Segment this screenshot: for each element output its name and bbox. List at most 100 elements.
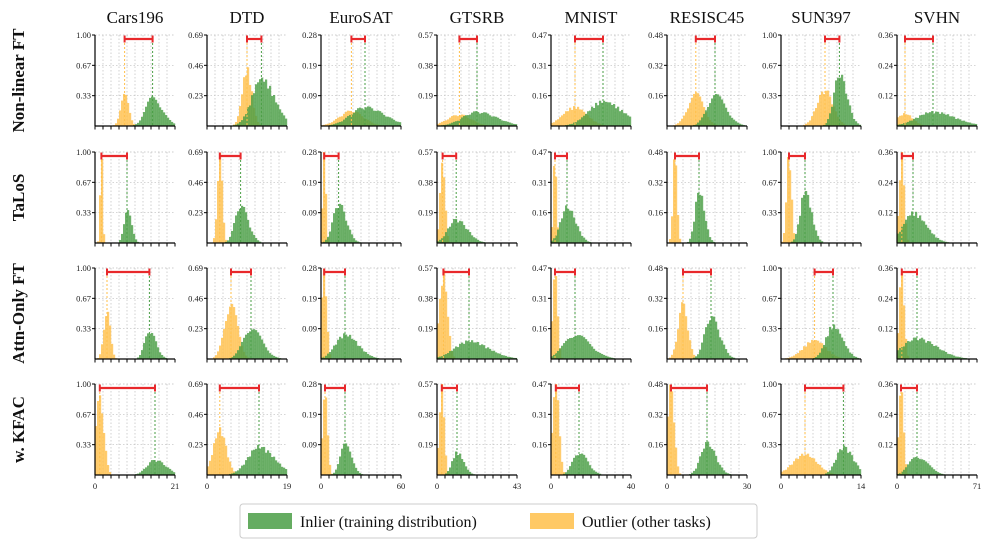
inlier-bar (511, 123, 514, 126)
inlier-bar (351, 457, 354, 475)
inlier-bar (479, 241, 482, 243)
outlier-bar (225, 321, 228, 359)
outlier-bar (805, 454, 808, 475)
inlier-bar (275, 460, 278, 475)
y-tick-label: 0.67 (76, 293, 91, 303)
inlier-bar (351, 114, 354, 126)
inlier-bar (629, 116, 632, 126)
inlier-bar (795, 234, 798, 243)
inlier-bar (161, 462, 164, 475)
outlier-bar (907, 114, 910, 126)
outlier-bar (243, 77, 246, 126)
inlier-bar (703, 210, 706, 243)
inlier-bar (621, 109, 624, 126)
inlier-bar (923, 339, 926, 359)
inlier-bar (915, 117, 918, 126)
y-tick-label: 0.57 (418, 379, 433, 389)
outlier-bar (567, 111, 570, 126)
y-tick-label: 1.00 (76, 147, 91, 157)
outlier-bar (811, 339, 814, 359)
outlier-bar (105, 316, 108, 359)
inlier-bar (343, 443, 346, 475)
inlier-bar (913, 118, 916, 126)
inlier-bar (149, 333, 152, 359)
inlier-bar (925, 342, 928, 359)
inlier-bar (509, 122, 512, 126)
outlier-bar (551, 122, 554, 126)
inlier-bar (589, 110, 592, 126)
column-title-gtsrb: GTSRB (450, 8, 505, 27)
outlier-bar (781, 241, 784, 243)
inlier-bar (355, 240, 358, 243)
column-title-eurosat: EuroSAT (329, 8, 393, 27)
inlier-bar (957, 356, 960, 359)
legend-swatch-inlier (248, 513, 292, 529)
inlier-bar (481, 112, 484, 126)
y-tick-label: 0.33 (76, 324, 91, 334)
inlier-bar (859, 469, 862, 475)
outlier-bar (101, 413, 104, 475)
outlier-bar (113, 354, 116, 359)
inlier-bar (147, 333, 150, 359)
inlier-bar (931, 344, 934, 359)
outlier-bar (557, 119, 560, 126)
inlier-bar (273, 355, 276, 359)
outlier-bar (215, 219, 218, 243)
inlier-bar (721, 467, 724, 475)
inlier-bar (847, 99, 850, 126)
inlier-bar (559, 222, 562, 243)
outlier-bar (325, 124, 328, 126)
outlier-bar (555, 276, 558, 359)
inlier-bar (919, 215, 922, 243)
outlier-bar (687, 330, 690, 359)
inlier-bar (231, 230, 234, 243)
inlier-bar (927, 341, 930, 359)
inlier-bar (825, 337, 828, 359)
outlier-bar (227, 314, 230, 359)
inlier-bar (607, 102, 610, 126)
inlier-bar (121, 233, 124, 243)
inlier-bar (927, 463, 930, 475)
inlier-bar (477, 341, 480, 359)
inlier-bar (917, 457, 920, 475)
panel-2-1: 0.69 0.46 0.23 (188, 263, 288, 363)
inlier-bar (505, 121, 508, 126)
inlier-bar (727, 352, 730, 359)
inlier-bar (707, 323, 710, 359)
inlier-bar (479, 113, 482, 126)
inlier-bar (243, 337, 246, 359)
inlier-bar (327, 236, 330, 243)
inlier-bar (569, 338, 572, 359)
inlier-bar (915, 457, 918, 475)
inlier-bar (165, 115, 168, 126)
panel-3-4: 0.47 0.31 0.16 0 40 (532, 379, 635, 491)
inlier-bar (443, 236, 446, 243)
panel-2-0: 1.00 0.67 0.33 (76, 263, 176, 363)
inlier-bar (823, 344, 826, 359)
outlier-bar (233, 307, 236, 359)
outlier-bar (903, 113, 906, 126)
inlier-bar (903, 346, 906, 359)
inlier-bar (243, 464, 246, 475)
outlier-bar (675, 124, 678, 126)
inlier-bar (701, 342, 704, 359)
outlier-bar (693, 354, 696, 359)
y-tick-label: 0.28 (302, 147, 317, 157)
outlier-bar (235, 121, 238, 126)
inlier-bar (919, 338, 922, 359)
outlier-bar (121, 100, 124, 126)
inlier-bar (733, 357, 736, 359)
y-tick-label: 1.00 (762, 379, 777, 389)
inlier-bar (975, 123, 978, 126)
inlier-bar (909, 215, 912, 243)
outlier-bar (701, 101, 704, 126)
inlier-bar (445, 124, 448, 126)
outlier-bar (109, 325, 112, 359)
inlier-bar (351, 234, 354, 243)
inlier-bar (161, 354, 164, 359)
inlier-bar (855, 356, 858, 359)
inlier-bar (253, 234, 256, 243)
inlier-bar (843, 341, 846, 359)
inlier-bar (969, 122, 972, 126)
x-tick-label-max: 21 (171, 481, 180, 491)
